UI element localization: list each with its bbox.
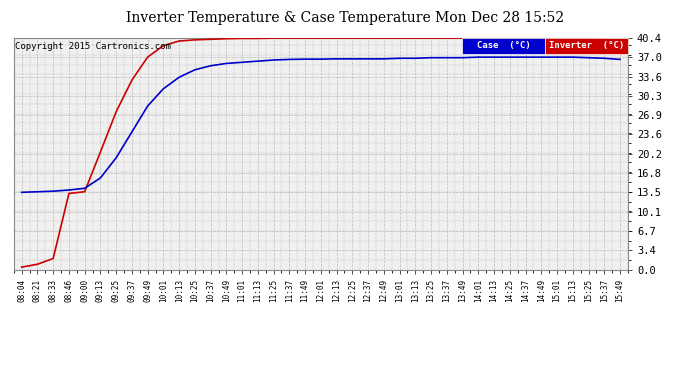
Text: Case  (°C): Case (°C) bbox=[477, 41, 531, 50]
Text: Inverter Temperature & Case Temperature Mon Dec 28 15:52: Inverter Temperature & Case Temperature … bbox=[126, 11, 564, 25]
FancyBboxPatch shape bbox=[462, 38, 545, 54]
FancyBboxPatch shape bbox=[545, 38, 628, 54]
Text: Copyright 2015 Cartronics.com: Copyright 2015 Cartronics.com bbox=[15, 42, 171, 51]
Text: Inverter  (°C): Inverter (°C) bbox=[549, 41, 624, 50]
